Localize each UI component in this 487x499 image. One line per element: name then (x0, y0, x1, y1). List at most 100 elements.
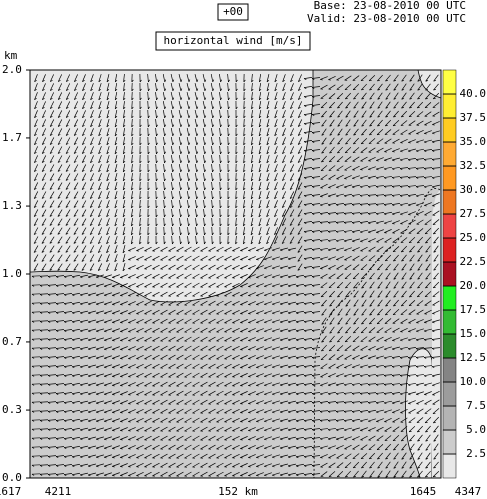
wind-arrow (195, 235, 197, 245)
wind-arrow-head (41, 197, 45, 199)
wind-arrow-head (303, 195, 307, 198)
wind-arrow (243, 127, 245, 137)
wind-arrow-head (264, 294, 267, 297)
wind-arrow (144, 246, 152, 252)
wind-arrow (274, 209, 278, 217)
wind-arrow (391, 176, 401, 178)
wind-arrow (55, 383, 65, 385)
wind-arrow-head (407, 357, 411, 359)
wind-arrow (160, 363, 168, 369)
wind-arrow-head (407, 375, 411, 377)
wind-arrow (328, 155, 336, 163)
wind-arrow (384, 435, 392, 441)
wind-arrow (63, 302, 73, 304)
wind-arrow-head (272, 321, 275, 324)
wind-arrow-head (79, 411, 83, 414)
wind-arrow (377, 461, 383, 469)
wind-arrow (88, 391, 96, 395)
wind-arrow-head (336, 448, 339, 450)
wind-arrow-head (353, 134, 357, 136)
wind-arrow (34, 110, 38, 118)
wind-arrow-head (383, 168, 387, 171)
wind-arrow-head (303, 321, 307, 324)
wind-arrow (409, 281, 415, 289)
wind-arrow-head (98, 161, 101, 164)
wind-arrow (81, 137, 87, 145)
wind-arrow-head (88, 447, 91, 450)
wind-arrow (39, 383, 49, 385)
wind-arrow (416, 148, 424, 152)
wind-arrow (88, 364, 96, 368)
wind-arrow (232, 309, 240, 315)
wind-arrow (47, 302, 57, 304)
wind-arrow-head (369, 305, 373, 307)
wind-arrow (343, 203, 353, 205)
wind-arrow (319, 230, 329, 232)
wind-arrow (170, 128, 174, 136)
wind-arrow (256, 409, 264, 413)
wind-arrow-head (63, 285, 67, 288)
wind-arrow-head (256, 439, 259, 441)
wind-arrow (416, 101, 424, 109)
wind-arrow (416, 328, 424, 332)
wind-arrow-head (311, 276, 315, 278)
wind-arrow (289, 173, 295, 181)
wind-arrow (281, 191, 287, 199)
wind-arrow (248, 274, 256, 278)
wind-arrow (320, 93, 328, 99)
wind-arrow-head (65, 206, 69, 208)
wind-arrow (311, 194, 321, 196)
wind-arrow (219, 145, 221, 155)
wind-arrow (168, 255, 176, 261)
wind-arrow (274, 119, 278, 127)
wind-arrow-head (295, 357, 299, 360)
wind-arrow-head (71, 357, 75, 360)
wind-arrow-head (96, 447, 99, 450)
wind-arrow (303, 140, 313, 142)
wind-arrow-head (303, 456, 307, 459)
wind-arrow (128, 319, 136, 323)
wind-arrow-head (303, 357, 307, 360)
wind-arrow (131, 199, 133, 209)
wind-arrow (168, 354, 176, 360)
wind-arrow-head (393, 116, 396, 118)
wind-arrow (425, 272, 431, 280)
wind-arrow-head (235, 241, 238, 245)
wind-arrow-head (258, 142, 262, 146)
wind-arrow (160, 453, 168, 459)
wind-arrow (131, 100, 133, 110)
wind-arrow (336, 373, 344, 377)
wind-arrow (360, 184, 368, 188)
wind-arrow (328, 453, 336, 459)
wind-arrow (423, 347, 433, 349)
wind-arrow-head (31, 374, 35, 377)
wind-arrow-head (433, 278, 436, 280)
wind-arrow (344, 382, 352, 386)
wind-arrow-head (266, 188, 269, 191)
wind-arrow (400, 337, 408, 341)
wind-arrow-head (251, 79, 254, 83)
wind-arrow-head (196, 115, 199, 119)
wind-arrow-head (417, 80, 421, 82)
wind-arrow (303, 446, 313, 448)
wind-arrow-head (96, 420, 99, 423)
wind-arrow (311, 356, 321, 358)
wind-arrow-head (303, 393, 307, 396)
wind-arrow (368, 418, 376, 422)
wind-arrow (297, 209, 303, 217)
wind-arrow (311, 104, 321, 106)
wind-arrow-head (375, 195, 379, 197)
wind-arrow-head (375, 186, 379, 188)
wind-arrow-head (63, 321, 67, 324)
axes: 0.00.30.71.01.31.72.016174211152 km16454… (0, 63, 481, 498)
wind-arrow (311, 338, 321, 340)
wind-arrow (328, 184, 336, 188)
wind-arrow-head (391, 357, 395, 360)
wind-arrow (353, 326, 359, 334)
wind-arrow-head (383, 357, 387, 360)
wind-arrow (80, 283, 88, 287)
wind-arrow-head (415, 150, 419, 153)
wind-arrow (240, 427, 248, 431)
wind-arrow (296, 427, 304, 431)
wind-arrow (311, 77, 321, 79)
